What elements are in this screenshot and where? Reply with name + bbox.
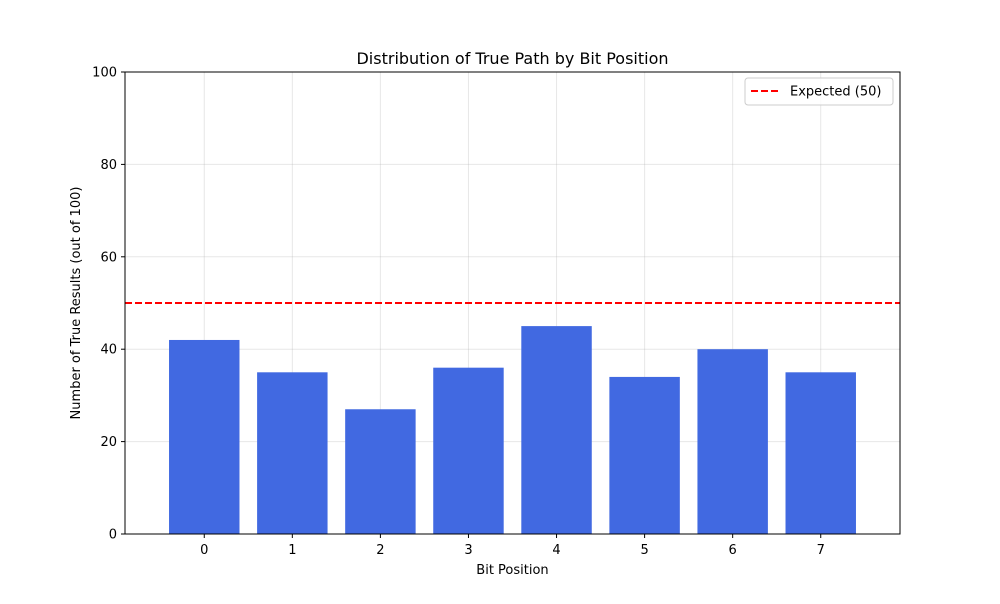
bar-bit-4 [521, 326, 592, 534]
legend: Expected (50) [744, 77, 894, 106]
x-tick-label: 6 [729, 543, 737, 558]
x-tick-label: 5 [640, 543, 648, 558]
y-tick-label: 40 [100, 343, 117, 358]
bar-bit-1 [257, 372, 328, 534]
y-tick-label: 100 [92, 66, 117, 81]
y-tick-label: 0 [109, 528, 117, 543]
x-tick-label: 2 [376, 543, 384, 558]
y-axis-ticks: 0 20 40 60 80 100 [92, 66, 125, 543]
bars-group [169, 326, 856, 534]
bar-bit-3 [433, 367, 504, 534]
y-tick-label: 60 [100, 250, 117, 265]
x-tick-label: 7 [817, 543, 825, 558]
x-tick-label: 0 [200, 543, 208, 558]
bar-bit-6 [697, 349, 768, 534]
bar-bit-0 [169, 339, 240, 534]
x-tick-label: 4 [552, 543, 560, 558]
bar-bit-5 [609, 376, 680, 534]
x-tick-label: 3 [464, 543, 472, 558]
chart-title: Distribution of True Path by Bit Positio… [356, 49, 668, 68]
y-tick-label: 80 [100, 158, 117, 173]
y-axis-label: Number of True Results (out of 100) [69, 187, 84, 420]
x-axis-label: Bit Position [476, 563, 548, 578]
bar-bit-2 [345, 409, 416, 534]
plot-frame [124, 71, 901, 535]
x-tick-label: 1 [288, 543, 296, 558]
legend-box [744, 77, 894, 106]
x-axis-ticks: 0 1 2 3 4 5 6 7 [200, 534, 825, 558]
y-tick-label: 20 [100, 435, 117, 450]
bar-bit-7 [785, 372, 856, 534]
legend-label: Expected (50) [790, 85, 881, 100]
